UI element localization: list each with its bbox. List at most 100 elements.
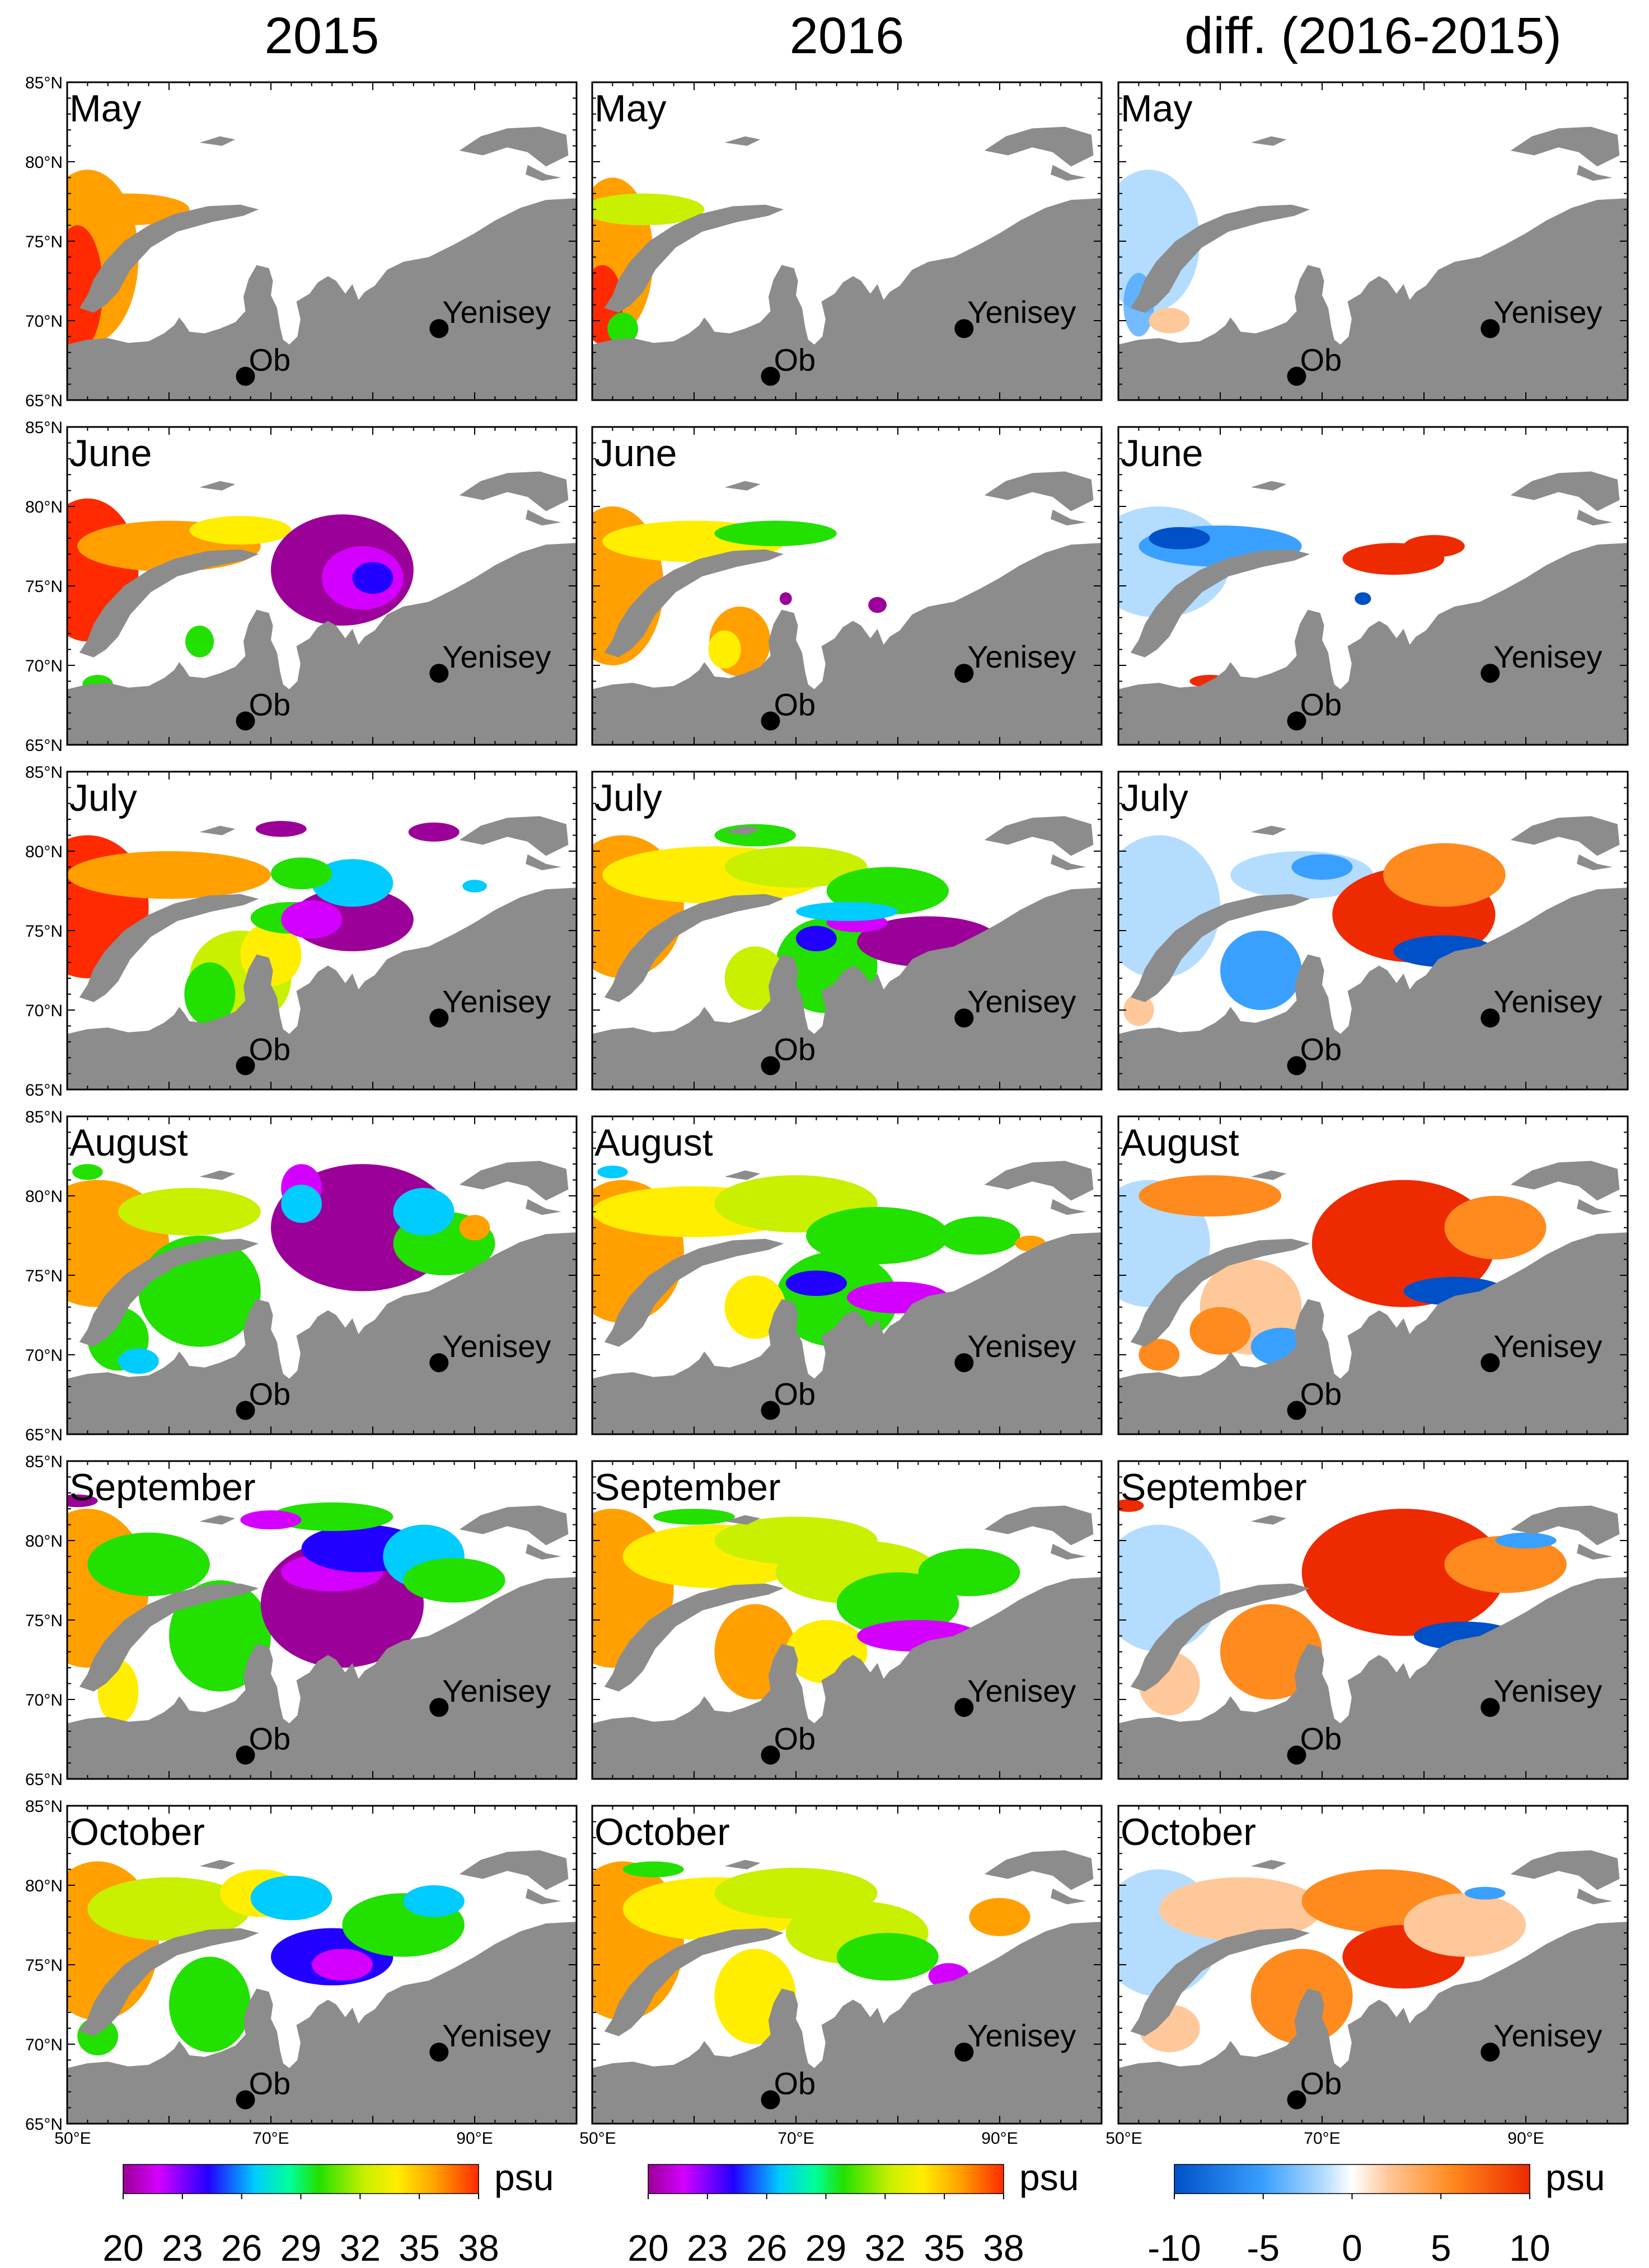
land-mass <box>984 471 1094 511</box>
field-patch <box>67 193 190 226</box>
month-label: August <box>594 1121 713 1164</box>
river-label: Yenisey <box>442 984 551 1019</box>
field-patch <box>1250 1948 1353 2044</box>
land-mass <box>984 816 1094 856</box>
land-mass <box>79 1928 259 2036</box>
river-mouth-marker <box>761 1056 780 1076</box>
land-mass <box>604 1238 784 1347</box>
river-label: Ob <box>1300 687 1342 722</box>
field-patch <box>785 1270 847 1296</box>
lat-label: 75°N <box>25 1956 63 1975</box>
river-mouth-marker <box>236 1401 255 1420</box>
lat-label: 80°N <box>25 1877 63 1895</box>
land-layer <box>1118 1505 1628 1779</box>
field-patch <box>118 1187 261 1236</box>
month-label: September <box>594 1466 781 1509</box>
land-mass <box>67 543 577 745</box>
land-mass <box>984 126 1094 167</box>
land-mass <box>199 481 236 491</box>
field-patch <box>1149 527 1210 550</box>
field-patch <box>796 901 898 921</box>
lat-label: 70°N <box>25 2036 63 2054</box>
lon-label: 90°E <box>981 2129 1018 2148</box>
river-label: Ob <box>1300 1031 1342 1067</box>
lat-label: 65°N <box>25 1081 63 1100</box>
month-label: June <box>1121 432 1203 475</box>
month-label: May <box>69 87 141 130</box>
lat-label: 70°N <box>25 1346 63 1365</box>
colorbar-unit: psu <box>494 2157 554 2198</box>
month-label: September <box>69 1466 256 1509</box>
field-patch <box>352 562 393 594</box>
colorbar-tick-label: 23 <box>162 2227 203 2268</box>
month-label: July <box>594 777 662 819</box>
column-title: 2016 <box>790 7 905 64</box>
lon-label: 50°E <box>54 2129 91 2148</box>
field-patch <box>169 1956 251 2053</box>
lat-label: 75°N <box>25 1612 63 1630</box>
river-mouth-marker <box>429 319 449 339</box>
river-label: Yenisey <box>442 2018 551 2053</box>
map-panel: May Ob Yenisey <box>591 81 1103 401</box>
field-patch <box>1149 308 1190 334</box>
river-label: Ob <box>249 2065 291 2101</box>
field-patch <box>408 822 460 842</box>
field-patch <box>779 592 792 605</box>
river-mouth-marker <box>429 1698 449 1717</box>
river-label: Ob <box>774 687 816 722</box>
river-label: Yenisey <box>967 2018 1076 2053</box>
colorbar-tick-label: 38 <box>983 2227 1024 2268</box>
land-mass <box>459 126 569 167</box>
field-patch <box>607 312 638 345</box>
lat-label: 70°N <box>25 1002 63 1020</box>
field-patch <box>724 1275 786 1339</box>
land-mass <box>604 549 784 658</box>
land-layer <box>592 126 1102 400</box>
land-mass <box>459 1161 569 1201</box>
month-label: August <box>1121 1121 1239 1164</box>
land-layer <box>592 1850 1102 2124</box>
land-mass <box>1577 1543 1613 1560</box>
colorbar-tick-label: 32 <box>865 2227 906 2268</box>
field-patch <box>724 846 868 888</box>
colorbar-tick-label: 10 <box>1509 2227 1550 2268</box>
land-mass <box>984 1161 1094 1201</box>
lon-label: 70°E <box>777 2129 814 2148</box>
land-layer <box>67 471 577 745</box>
land-mass <box>1510 1850 1620 1890</box>
field-patch <box>72 1164 103 1180</box>
land-mass <box>79 204 259 313</box>
land-mass <box>67 888 577 1090</box>
land-mass <box>592 543 1102 745</box>
land-mass <box>459 1850 569 1890</box>
river-label: Yenisey <box>442 1673 551 1708</box>
river-label: Ob <box>1300 1376 1342 1411</box>
field-patch <box>1118 1499 1144 1512</box>
land-mass <box>592 888 1102 1090</box>
river-label: Ob <box>774 1376 816 1411</box>
land-mass <box>1577 1888 1613 1905</box>
land-mass <box>1250 481 1287 491</box>
colorbar-unit: psu <box>1545 2157 1605 2198</box>
month-label: June <box>594 432 677 475</box>
lat-label: 75°N <box>25 233 63 251</box>
month-label: August <box>69 1121 188 1164</box>
river-mouth-marker <box>236 1745 255 1765</box>
land-mass <box>1130 204 1310 313</box>
colorbar-tick-label: 29 <box>280 2227 321 2268</box>
month-label: July <box>1121 777 1188 819</box>
colorbar-tick-label: 20 <box>102 2227 143 2268</box>
colorbar: psu -10 -5 0 5 10 <box>1147 2157 1605 2268</box>
land-mass <box>1051 1543 1086 1560</box>
map-panel: September Ob Yenisey 85°N 80°N 75°N 70°N 65°N <box>25 1453 578 1789</box>
map-panel: September Ob Yenisey <box>591 1460 1103 1780</box>
land-mass <box>724 136 761 146</box>
land-mass <box>67 1577 577 1779</box>
land-mass <box>526 165 561 181</box>
lat-label: 85°N <box>25 74 63 92</box>
land-mass <box>1250 1170 1287 1180</box>
map-panel: July Ob Yenisey <box>1117 771 1629 1091</box>
river-mouth-marker <box>954 319 974 339</box>
land-mass <box>1130 1238 1310 1347</box>
field-patch <box>67 225 103 353</box>
